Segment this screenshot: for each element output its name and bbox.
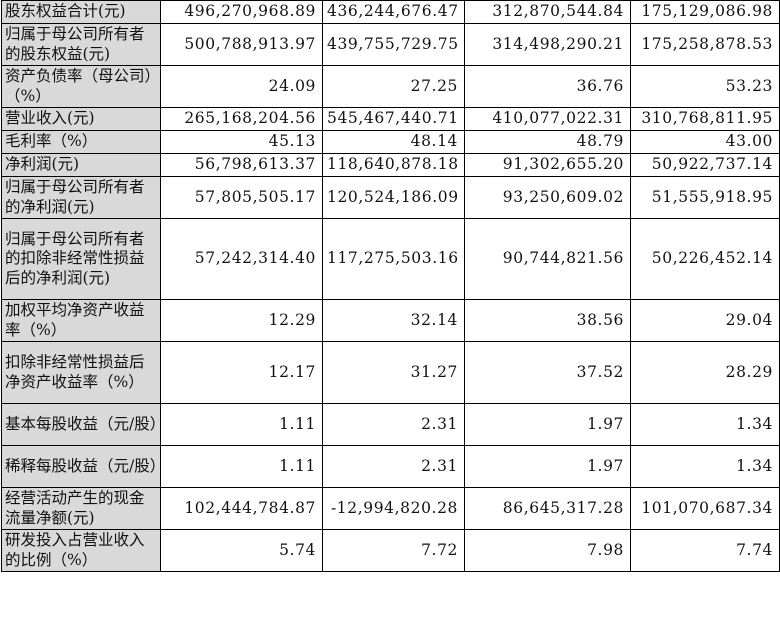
value-cell-col-1: 57,242,314.40 <box>160 218 323 300</box>
value-cell-col-4: 310,768,811.95 <box>630 107 780 131</box>
value-cell-col-2: 117,275,503.16 <box>322 218 465 300</box>
value-cell-col-4: 175,258,878.53 <box>630 23 780 66</box>
row-label: 归属于母公司所有者的扣除非经常性损益后的净利润(元) <box>1 218 161 300</box>
value-cell-col-3: 48.79 <box>464 130 631 154</box>
value-cell-col-1: 1.11 <box>160 445 323 488</box>
table-row: 营业收入(元) 265,168,204.56 545,467,440.71 410,0… <box>1 107 780 131</box>
table-row: 归属于母公司所有者的净利润(元) 57,805,505.17 120,524,186… <box>1 176 780 219</box>
value-cell-col-3: 312,870,544.84 <box>464 0 631 24</box>
value-cell-col-3: 410,077,022.31 <box>464 107 631 131</box>
row-label: 净利润(元) <box>1 153 161 177</box>
row-label: 稀释每股收益（元/股） <box>1 445 161 488</box>
value-cell-col-2: 31.27 <box>322 341 465 404</box>
value-cell-col-1: 500,788,913.97 <box>160 23 323 66</box>
value-cell-col-2: 7.72 <box>322 529 465 572</box>
value-cell-col-1: 265,168,204.56 <box>160 107 323 131</box>
value-cell-col-2: 439,755,729.75 <box>322 23 465 66</box>
value-cell-col-2: 2.31 <box>322 445 465 488</box>
table-row: 基本每股收益（元/股） 1.11 2.31 1.97 1.34 <box>1 403 780 446</box>
value-cell-col-1: 102,444,784.87 <box>160 487 323 530</box>
value-cell-col-1: 57,805,505.17 <box>160 176 323 219</box>
row-label: 资产负债率（母公司）（%） <box>1 65 161 108</box>
table-row: 扣除非经常性损益后净资产收益率（%） 12.17 31.27 37.52 28.29 <box>1 341 780 404</box>
row-label: 加权平均净资产收益率（%） <box>1 299 161 342</box>
value-cell-col-1: 12.29 <box>160 299 323 342</box>
value-cell-col-3: 314,498,290.21 <box>464 23 631 66</box>
value-cell-col-1: 1.11 <box>160 403 323 446</box>
value-cell-col-3: 36.76 <box>464 65 631 108</box>
table-row: 股东权益合计(元) 496,270,968.89 436,244,676.47 312… <box>1 0 780 24</box>
row-label: 经营活动产生的现金流量净额(元) <box>1 487 161 530</box>
financial-table-body: 股东权益合计(元) 496,270,968.89 436,244,676.47 312… <box>1 0 780 572</box>
value-cell-col-4: 50,922,737.14 <box>630 153 780 177</box>
value-cell-col-2: 32.14 <box>322 299 465 342</box>
value-cell-col-2: 120,524,186.09 <box>322 176 465 219</box>
value-cell-col-3: 38.56 <box>464 299 631 342</box>
value-cell-col-1: 5.74 <box>160 529 323 572</box>
value-cell-col-4: 50,226,452.14 <box>630 218 780 300</box>
table-row: 稀释每股收益（元/股） 1.11 2.31 1.97 1.34 <box>1 445 780 488</box>
value-cell-col-2: 48.14 <box>322 130 465 154</box>
table-row: 归属于母公司所有者的扣除非经常性损益后的净利润(元) 57,242,314.40 1… <box>1 218 780 300</box>
value-cell-col-1: 56,798,613.37 <box>160 153 323 177</box>
row-label: 归属于母公司所有者的净利润(元) <box>1 176 161 219</box>
table-row: 毛利率（%） 45.13 48.14 48.79 43.00 <box>1 130 780 154</box>
financial-indicators-table: 股东权益合计(元) 496,270,968.89 436,244,676.47 312… <box>1 0 780 572</box>
table-row: 净利润(元) 56,798,613.37 118,640,878.18 91,302,… <box>1 153 780 177</box>
table-row: 归属于母公司所有者的股东权益(元) 500,788,913.97 439,755,7… <box>1 23 780 66</box>
value-cell-col-4: 43.00 <box>630 130 780 154</box>
value-cell-col-3: 86,645,317.28 <box>464 487 631 530</box>
value-cell-col-3: 1.97 <box>464 445 631 488</box>
value-cell-col-3: 37.52 <box>464 341 631 404</box>
value-cell-col-3: 7.98 <box>464 529 631 572</box>
value-cell-col-4: 1.34 <box>630 445 780 488</box>
value-cell-col-2: 27.25 <box>322 65 465 108</box>
value-cell-col-2: 545,467,440.71 <box>322 107 465 131</box>
value-cell-col-3: 90,744,821.56 <box>464 218 631 300</box>
table-row: 加权平均净资产收益率（%） 12.29 32.14 38.56 29.04 <box>1 299 780 342</box>
value-cell-col-4: 29.04 <box>630 299 780 342</box>
value-cell-col-2: 436,244,676.47 <box>322 0 465 24</box>
value-cell-col-4: 51,555,918.95 <box>630 176 780 219</box>
row-label: 扣除非经常性损益后净资产收益率（%） <box>1 341 161 404</box>
value-cell-col-1: 24.09 <box>160 65 323 108</box>
value-cell-col-2: 2.31 <box>322 403 465 446</box>
value-cell-col-1: 12.17 <box>160 341 323 404</box>
value-cell-col-3: 91,302,655.20 <box>464 153 631 177</box>
row-label: 基本每股收益（元/股） <box>1 403 161 446</box>
table-row: 研发投入占营业收入的比例（%） 5.74 7.72 7.98 7.74 <box>1 529 780 572</box>
row-label: 研发投入占营业收入的比例（%） <box>1 529 161 572</box>
value-cell-col-1: 45.13 <box>160 130 323 154</box>
value-cell-col-4: 1.34 <box>630 403 780 446</box>
row-label: 归属于母公司所有者的股东权益(元) <box>1 23 161 66</box>
value-cell-col-3: 1.97 <box>464 403 631 446</box>
value-cell-col-2: -12,994,820.28 <box>322 487 465 530</box>
row-label: 股东权益合计(元) <box>1 0 161 24</box>
value-cell-col-4: 7.74 <box>630 529 780 572</box>
table-row: 经营活动产生的现金流量净额(元) 102,444,784.87 -12,994,82… <box>1 487 780 530</box>
value-cell-col-3: 93,250,609.02 <box>464 176 631 219</box>
value-cell-col-1: 496,270,968.89 <box>160 0 323 24</box>
row-label: 毛利率（%） <box>1 130 161 154</box>
value-cell-col-2: 118,640,878.18 <box>322 153 465 177</box>
row-label: 营业收入(元) <box>1 107 161 131</box>
table-row: 资产负债率（母公司）（%） 24.09 27.25 36.76 53.23 <box>1 65 780 108</box>
value-cell-col-4: 28.29 <box>630 341 780 404</box>
value-cell-col-4: 101,070,687.34 <box>630 487 780 530</box>
value-cell-col-4: 53.23 <box>630 65 780 108</box>
value-cell-col-4: 175,129,086.98 <box>630 0 780 24</box>
